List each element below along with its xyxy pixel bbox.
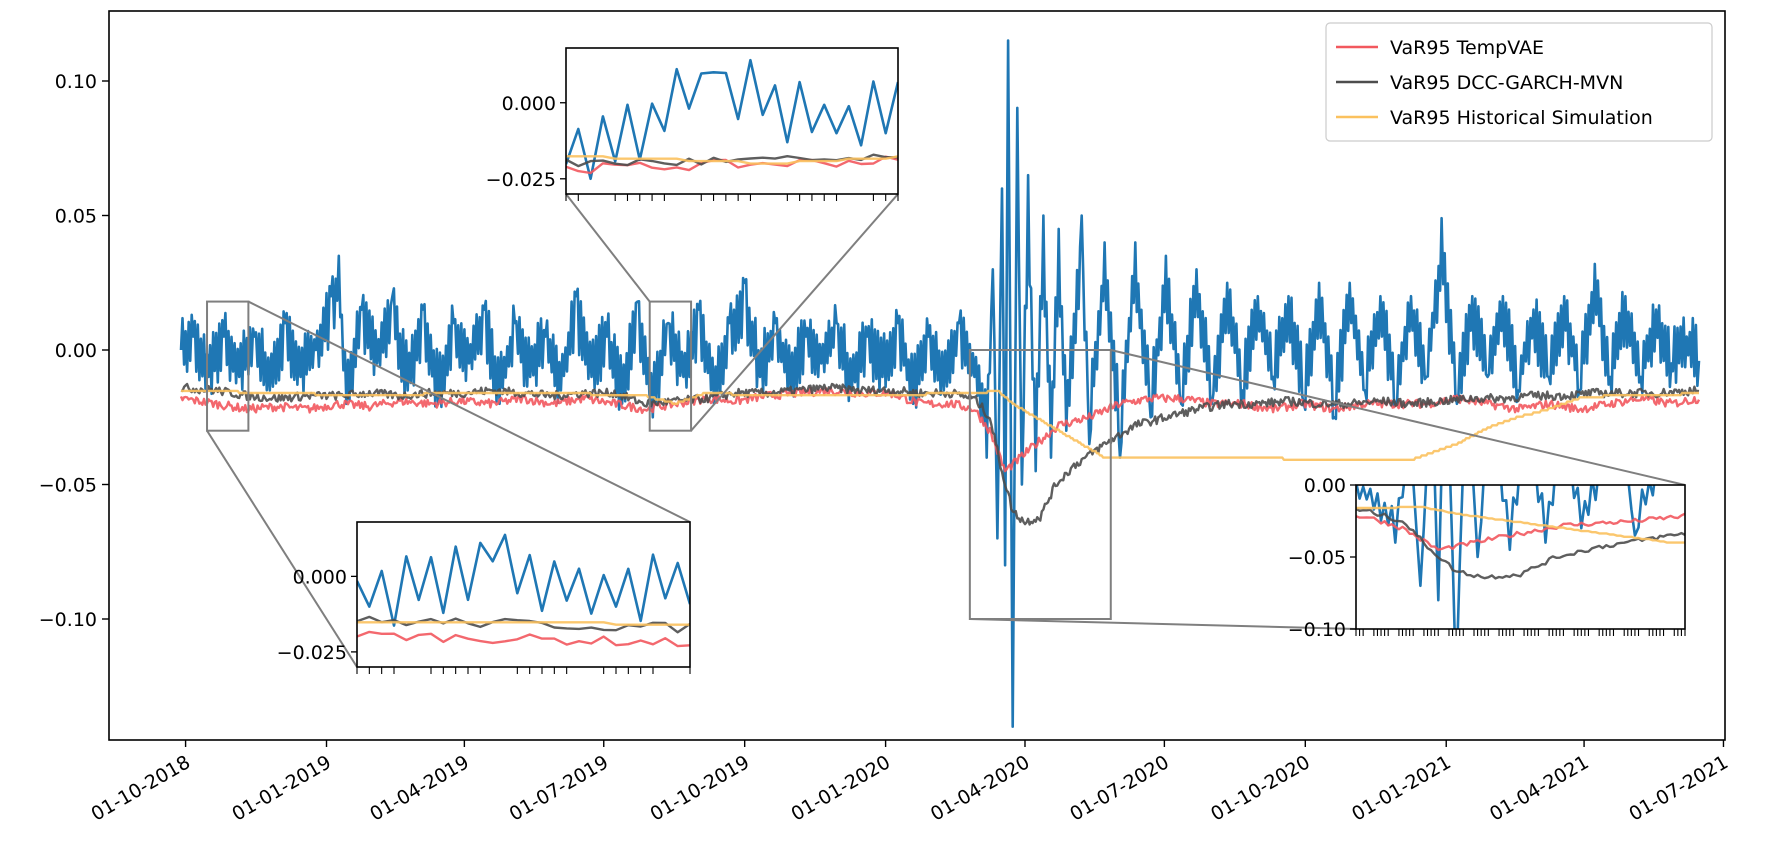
inset-left-frame (356, 521, 691, 668)
y-tick-label: 0.00 (55, 340, 97, 362)
legend-label: VaR95 Historical Simulation (1390, 107, 1653, 129)
inset-middle-frame (565, 47, 899, 195)
inset-middle-y-tick-label: 0.000 (502, 93, 556, 115)
series-line-returns (179, 39, 1701, 728)
zoom-indicators (206, 193, 1686, 668)
inset-right-connector (969, 618, 1357, 630)
inset-left-y-tick-label: 0.000 (293, 566, 347, 588)
inset-middle-connector (565, 193, 651, 303)
inset-zooms: 0.000 −0.025 0.000 −0.025 0.00 −0.05 −0.10 (277, 47, 1686, 674)
inset-right-line (1356, 505, 1685, 544)
inset-right-zoom-rect (968, 349, 1112, 620)
inset-middle-background (566, 48, 898, 194)
inset-left-background (357, 522, 690, 667)
series-line-var95-historical-simulation (181, 389, 1699, 461)
legend-label: VaR95 DCC-GARCH-MVN (1390, 72, 1623, 94)
inset-left-connector (247, 300, 691, 523)
legend: VaR95 TempVAE VaR95 DCC-GARCH-MVN VaR95 Hi… (1325, 22, 1713, 142)
inset-left-series (357, 533, 690, 648)
inset-middle-series (566, 58, 898, 181)
inset-left-zoom-rect (206, 300, 250, 432)
inset-right-line (1356, 512, 1685, 551)
inset-left-y-tick-label: −0.025 (277, 642, 347, 664)
inset-right-y-tick-label: 0.00 (1304, 475, 1346, 497)
inset-right: 0.00 −0.05 −0.10 (1288, 475, 1686, 641)
inset-left-line (357, 630, 690, 648)
inset-right-series (1356, 485, 1685, 629)
inset-left: 0.000 −0.025 (277, 521, 691, 674)
inset-middle: 0.000 −0.025 (486, 47, 899, 201)
inset-right-connector (1110, 349, 1686, 486)
inset-middle-zoom-rect (648, 300, 693, 432)
inset-left-line (357, 533, 690, 627)
inset-right-line (1356, 485, 1656, 629)
y-tick-label: −0.05 (39, 475, 97, 497)
main-plot-frame (108, 10, 1726, 741)
inset-middle-line (566, 58, 898, 181)
y-tick-label: −0.10 (39, 609, 97, 631)
inset-right-y-tick-label: −0.10 (1288, 619, 1346, 641)
y-axis: 0.10 0.05 0.00 −0.05 −0.10 (39, 71, 109, 631)
inset-right-line (1356, 507, 1685, 580)
inset-left-connector (206, 430, 358, 668)
inset-middle-y-tick-label: −0.025 (486, 169, 556, 191)
y-tick-label: 0.05 (55, 206, 97, 228)
inset-left-line (357, 621, 690, 626)
inset-right-y-tick-label: −0.05 (1288, 547, 1346, 569)
y-tick-label: 0.10 (55, 71, 97, 93)
legend-box (1325, 22, 1713, 142)
legend-label: VaR95 TempVAE (1390, 37, 1544, 59)
inset-middle-connector (690, 193, 899, 432)
inset-middle-line (566, 155, 898, 165)
